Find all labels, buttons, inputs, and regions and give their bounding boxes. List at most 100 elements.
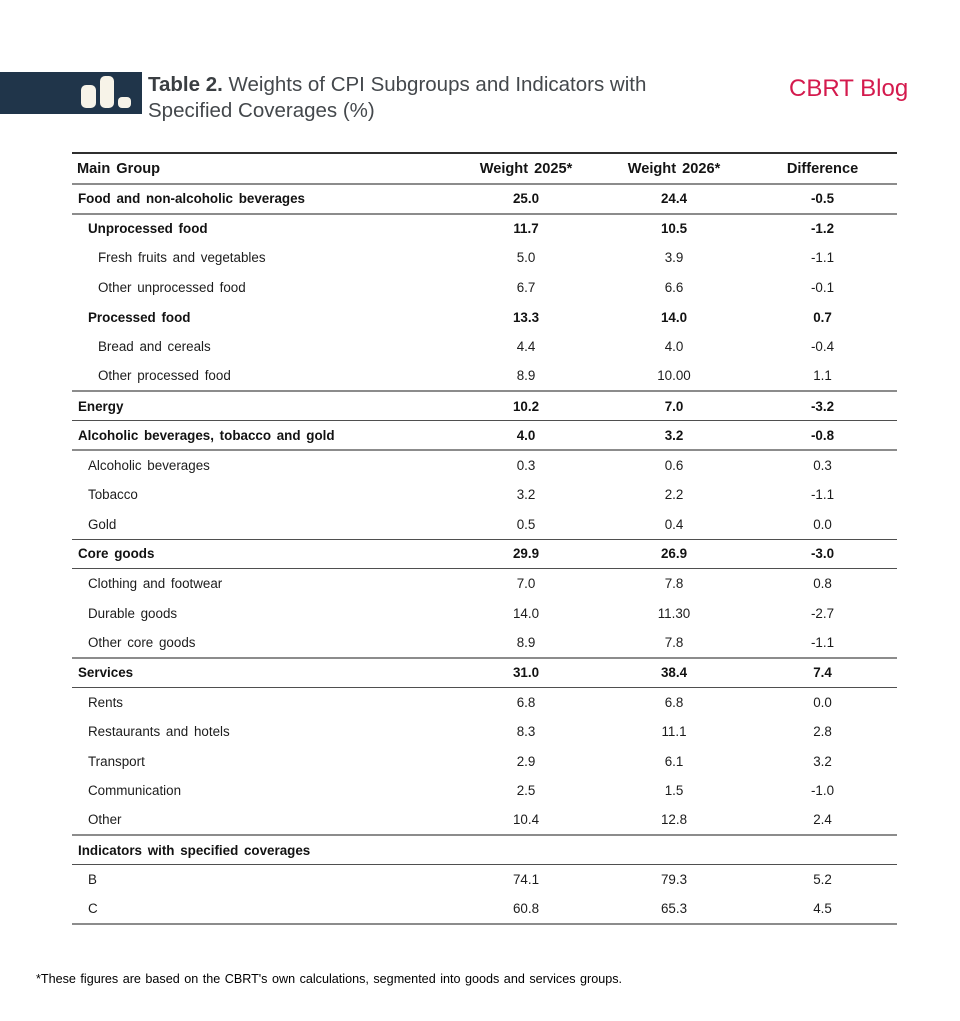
difference-value: 2.4 bbox=[813, 812, 832, 828]
table-row: Rents 6.8 6.8 0.0 bbox=[72, 687, 897, 717]
row-label: Energy bbox=[72, 390, 452, 422]
weight-2025-value: 5.0 bbox=[516, 250, 536, 266]
weight-2026-value: 12.8 bbox=[660, 812, 688, 828]
weight-2025-value: 6.8 bbox=[516, 694, 536, 710]
table-row: Transport 2.9 6.1 3.2 bbox=[72, 746, 897, 776]
column-header-weight-2025: Weight 2025* bbox=[452, 152, 600, 185]
table-body: Food and non-alcoholic beverages 25.0 24.4… bbox=[72, 184, 897, 925]
difference-value: -2.7 bbox=[810, 605, 835, 621]
difference-value: -0.1 bbox=[810, 280, 835, 296]
difference-value: -0.4 bbox=[810, 339, 835, 355]
difference-value: -1.1 bbox=[810, 250, 835, 266]
table-row: Restaurants and hotels 8.3 11.1 2.8 bbox=[72, 717, 897, 747]
weight-2026-value: 7.8 bbox=[664, 576, 684, 592]
table-row: Indicators with specified coverages bbox=[72, 834, 897, 866]
row-label: Bread and cereals bbox=[98, 339, 211, 355]
weight-2025-value: 29.9 bbox=[452, 538, 600, 570]
row-label: Restaurants and hotels bbox=[88, 723, 230, 739]
column-header-main-group: Main Group bbox=[72, 152, 452, 185]
row-label: Communication bbox=[88, 783, 182, 799]
row-label: Other unprocessed food bbox=[98, 280, 246, 296]
logo-block bbox=[0, 72, 142, 114]
difference-value: -1.1 bbox=[810, 634, 835, 650]
cbrt-blog-link[interactable]: CBRT Blog bbox=[789, 75, 909, 102]
weight-2026-value: 38.4 bbox=[600, 656, 748, 688]
weight-2026-value: 0.6 bbox=[664, 458, 684, 474]
row-label: Clothing and footwear bbox=[88, 576, 223, 592]
table-row: Clothing and footwear 7.0 7.8 0.8 bbox=[72, 569, 897, 599]
row-label: Durable goods bbox=[88, 605, 178, 621]
difference-value: 0.0 bbox=[813, 516, 832, 532]
row-label: B bbox=[88, 872, 97, 888]
difference-value: -1.2 bbox=[810, 221, 835, 237]
weight-2025-value: 0.3 bbox=[516, 458, 536, 474]
weight-2026-value: 2.2 bbox=[664, 487, 684, 503]
table-row: Other 10.4 12.8 2.4 bbox=[72, 805, 897, 835]
weight-2026-value: 4.0 bbox=[664, 339, 684, 355]
row-label: Unprocessed food bbox=[88, 221, 208, 237]
weight-2025-value: 25.0 bbox=[452, 184, 600, 215]
weight-2025-value: 8.9 bbox=[516, 368, 536, 384]
difference-value: 7.4 bbox=[748, 656, 897, 688]
weight-2025-value: 8.3 bbox=[516, 723, 536, 739]
row-label: Food and non-alcoholic beverages bbox=[72, 184, 452, 215]
weight-2026-value: 3.2 bbox=[600, 420, 748, 452]
weight-2026-value: 0.4 bbox=[664, 516, 684, 532]
weight-2026-value: 1.5 bbox=[664, 783, 684, 799]
row-label: C bbox=[72, 894, 452, 925]
table-header-row: Main Group Weight 2025* Weight 2026* Dif… bbox=[72, 152, 897, 185]
weight-2025-value: 2.5 bbox=[516, 783, 536, 799]
table-row: Processed food 13.3 14.0 0.7 bbox=[72, 302, 897, 332]
difference-value: 0.0 bbox=[813, 694, 832, 710]
weight-2026-value: 24.4 bbox=[600, 184, 748, 215]
weight-2025-value: 4.4 bbox=[516, 339, 536, 355]
weight-2025-value: 3.2 bbox=[516, 487, 536, 503]
table-row: Core goods 29.9 26.9 -3.0 bbox=[72, 538, 897, 570]
row-label: Other core goods bbox=[88, 634, 196, 650]
table-row: Gold 0.5 0.4 0.0 bbox=[72, 510, 897, 540]
weight-2026-value: 7.0 bbox=[600, 390, 748, 422]
table-row: Bread and cereals 4.4 4.0 -0.4 bbox=[72, 332, 897, 362]
title-line1-text: Weights of CPI Subgroups and Indicators … bbox=[228, 73, 647, 96]
table-row: Services 31.0 38.4 7.4 bbox=[72, 656, 897, 688]
table-row: Tobacco 3.2 2.2 -1.1 bbox=[72, 480, 897, 510]
title-line1: Table 2. Weights of CPI Subgroups and In… bbox=[148, 72, 768, 98]
column-header-difference: Difference bbox=[748, 152, 897, 185]
weight-2025-value: 4.0 bbox=[452, 420, 600, 452]
row-label: Other bbox=[88, 812, 122, 828]
row-label: Tobacco bbox=[88, 487, 138, 503]
table-row: B 74.1 79.3 5.2 bbox=[72, 865, 897, 895]
table-row: Communication 2.5 1.5 -1.0 bbox=[72, 776, 897, 806]
weight-2025-value: 6.7 bbox=[516, 280, 536, 296]
table-row: Food and non-alcoholic beverages 25.0 24.4… bbox=[72, 184, 897, 215]
weight-2025-value: 2.9 bbox=[516, 753, 536, 769]
difference-value: -1.1 bbox=[810, 487, 835, 503]
row-label: Other processed food bbox=[98, 368, 231, 384]
table-row: Energy 10.2 7.0 -3.2 bbox=[72, 390, 897, 422]
row-label: Transport bbox=[88, 753, 145, 769]
weight-2026-value: 6.6 bbox=[664, 280, 684, 296]
table-row: Unprocessed food 11.7 10.5 -1.2 bbox=[72, 214, 897, 244]
difference-value: 1.1 bbox=[813, 368, 832, 384]
difference-value bbox=[748, 834, 897, 866]
table-row: Fresh fruits and vegetables 5.0 3.9 -1.1 bbox=[72, 243, 897, 273]
cpi-weights-table: Main Group Weight 2025* Weight 2026* Dif… bbox=[72, 152, 897, 925]
row-label: Gold bbox=[88, 516, 117, 532]
row-label: Alcoholic beverages, tobacco and gold bbox=[72, 420, 452, 452]
difference-value: 3.2 bbox=[813, 753, 832, 769]
row-label: Services bbox=[72, 656, 452, 688]
weight-2025-value: 13.3 bbox=[512, 309, 540, 325]
difference-value: -3.2 bbox=[748, 390, 897, 422]
weight-2025-value: 31.0 bbox=[452, 656, 600, 688]
difference-value: 0.7 bbox=[813, 309, 832, 325]
table-row: Other unprocessed food 6.7 6.6 -0.1 bbox=[72, 273, 897, 303]
row-label: Indicators with specified coverages bbox=[72, 834, 452, 866]
difference-value: 0.8 bbox=[813, 576, 832, 592]
footnote: *These figures are based on the CBRT's o… bbox=[36, 972, 623, 986]
bar-chart-icon bbox=[81, 76, 131, 108]
row-label: Alcoholic beverages bbox=[88, 458, 210, 474]
weight-2025-value: 10.2 bbox=[452, 390, 600, 422]
table-row: Other core goods 8.9 7.8 -1.1 bbox=[72, 628, 897, 658]
page-title: Table 2. Weights of CPI Subgroups and In… bbox=[148, 72, 768, 124]
column-header-weight-2026: Weight 2026* bbox=[600, 152, 748, 185]
